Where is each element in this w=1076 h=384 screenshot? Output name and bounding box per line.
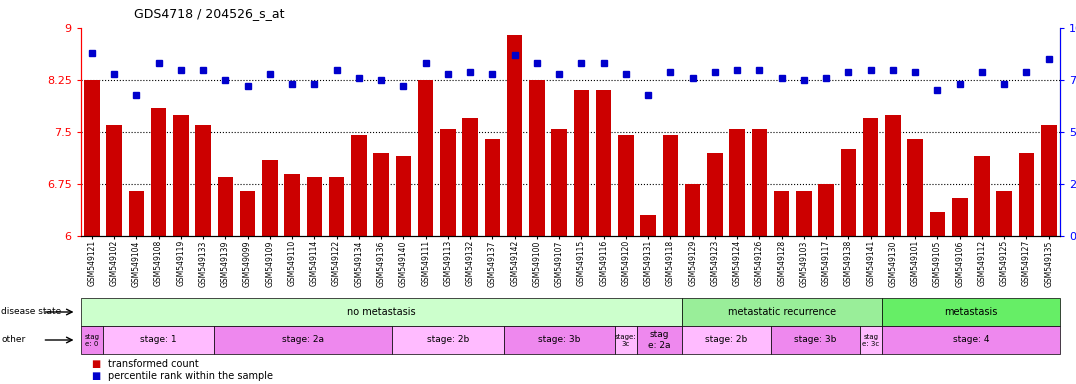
Text: stage: 3b: stage: 3b — [794, 336, 836, 344]
Bar — [886, 115, 901, 236]
Bar — [373, 153, 388, 236]
Bar — [507, 35, 523, 236]
Text: metastasis: metastasis — [944, 307, 997, 317]
Bar — [463, 118, 478, 236]
Bar — [484, 139, 500, 236]
Bar — [730, 129, 745, 236]
Bar — [974, 156, 990, 236]
Bar — [1019, 153, 1034, 236]
Text: stage: 1: stage: 1 — [140, 336, 176, 344]
Text: ■: ■ — [91, 359, 101, 369]
Bar — [840, 149, 856, 236]
Text: metastatic recurrence: metastatic recurrence — [727, 307, 836, 317]
Bar — [640, 215, 656, 236]
Bar — [819, 184, 834, 236]
Bar — [329, 177, 344, 236]
Text: stage:
3c: stage: 3c — [615, 333, 637, 346]
Bar — [663, 136, 678, 236]
Text: stag
e: 0: stag e: 0 — [84, 333, 99, 346]
Bar — [796, 191, 811, 236]
Bar — [284, 174, 300, 236]
Bar — [307, 177, 322, 236]
Bar — [752, 129, 767, 236]
Bar — [84, 80, 100, 236]
Bar — [529, 80, 544, 236]
Bar — [440, 129, 455, 236]
Bar — [107, 125, 122, 236]
Bar — [930, 212, 945, 236]
Text: stage: 3b: stage: 3b — [538, 336, 580, 344]
Bar — [217, 177, 233, 236]
Bar — [263, 160, 278, 236]
Text: stage: 4: stage: 4 — [952, 336, 989, 344]
Text: GDS4718 / 204526_s_at: GDS4718 / 204526_s_at — [134, 7, 285, 20]
Bar — [1040, 125, 1057, 236]
Bar — [351, 136, 367, 236]
Bar — [996, 191, 1013, 236]
Bar — [128, 191, 144, 236]
Text: other: other — [1, 336, 26, 344]
Bar — [596, 90, 611, 236]
Bar — [173, 115, 188, 236]
Bar — [196, 125, 211, 236]
Bar — [774, 191, 790, 236]
Bar — [907, 139, 923, 236]
Text: stage: 2b: stage: 2b — [705, 336, 747, 344]
Text: stag
e: 3c: stag e: 3c — [862, 333, 879, 346]
Text: stage: 2a: stage: 2a — [282, 336, 324, 344]
Bar — [396, 156, 411, 236]
Bar — [863, 118, 878, 236]
Text: percentile rank within the sample: percentile rank within the sample — [108, 371, 272, 381]
Text: stage: 2b: stage: 2b — [427, 336, 469, 344]
Text: no metastasis: no metastasis — [346, 307, 415, 317]
Bar — [551, 129, 567, 236]
Text: stag
e: 2a: stag e: 2a — [648, 330, 670, 350]
Bar — [574, 90, 590, 236]
Bar — [618, 136, 634, 236]
Bar — [240, 191, 255, 236]
Bar — [151, 108, 167, 236]
Bar — [952, 198, 967, 236]
Text: disease state: disease state — [1, 308, 61, 316]
Bar — [707, 153, 723, 236]
Bar — [417, 80, 434, 236]
Text: transformed count: transformed count — [108, 359, 198, 369]
Bar — [685, 184, 700, 236]
Text: ■: ■ — [91, 371, 101, 381]
